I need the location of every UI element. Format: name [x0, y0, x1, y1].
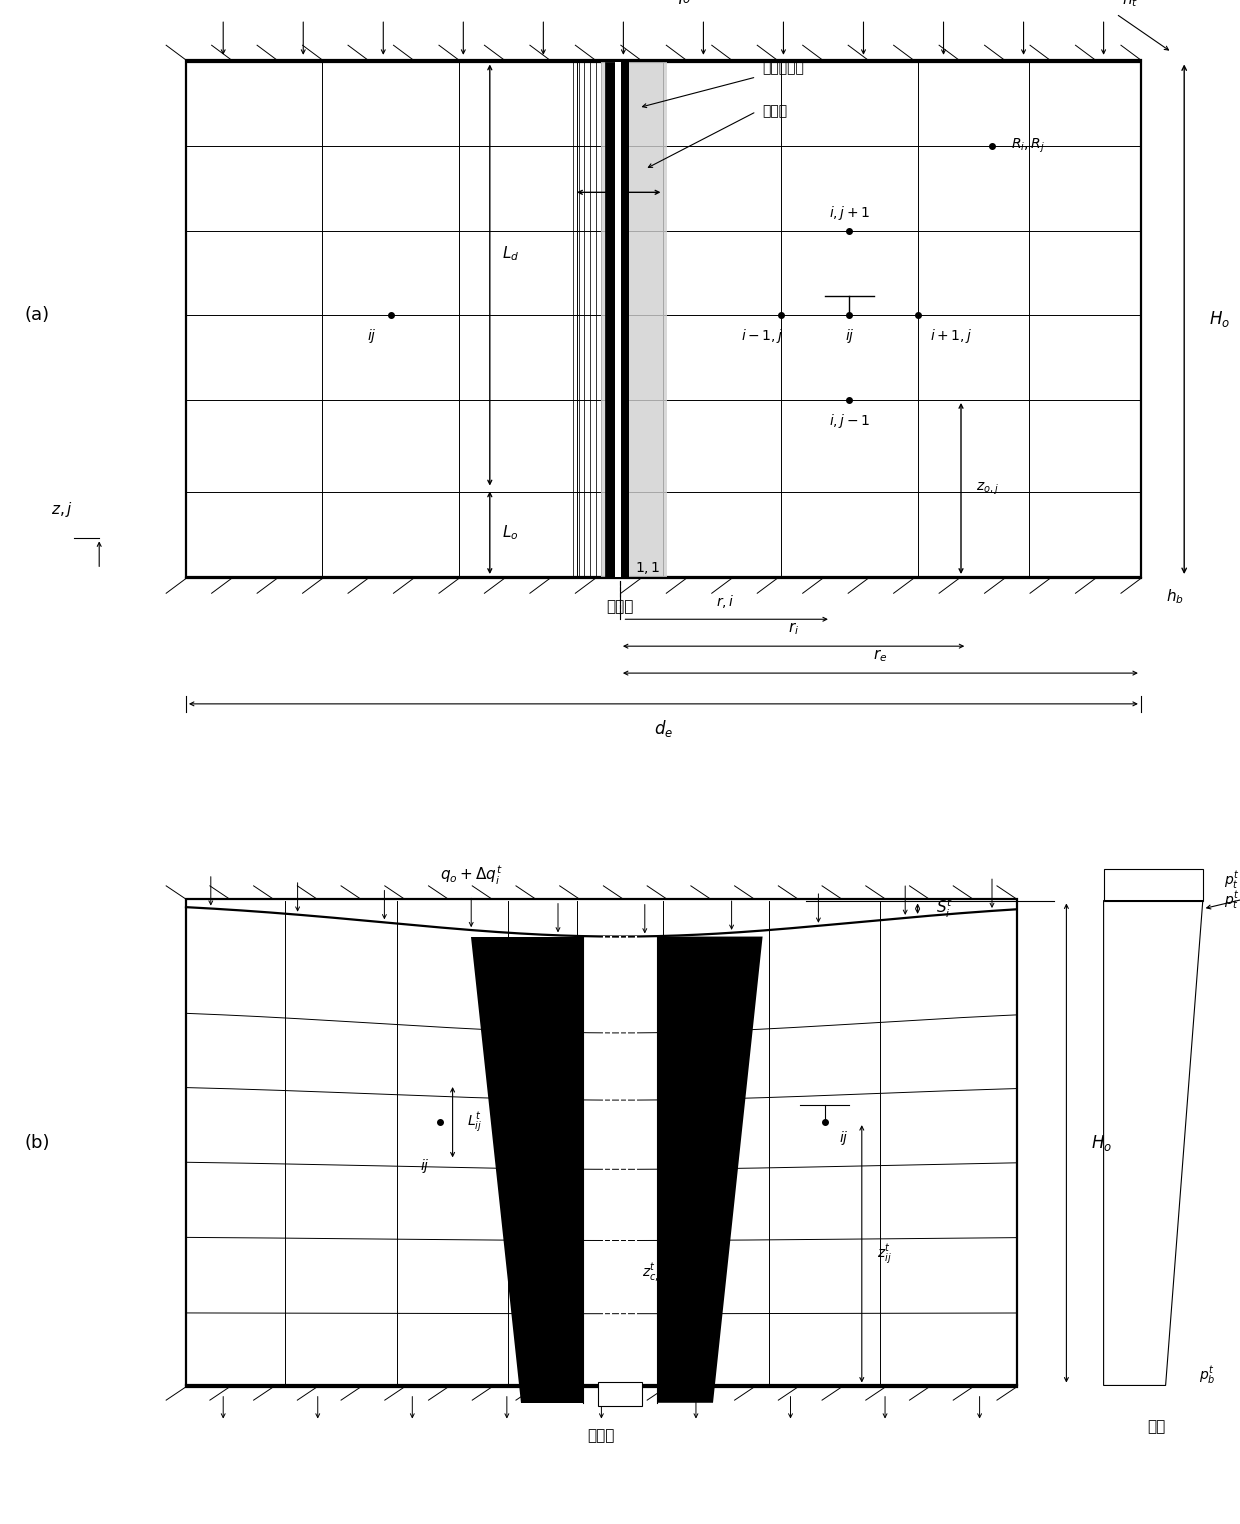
Text: $1,1$: $1,1$ — [635, 559, 661, 576]
Text: 真空: 真空 — [1147, 1419, 1166, 1434]
Text: $q_o$: $q_o$ — [672, 0, 692, 6]
Text: $r_i$: $r_i$ — [787, 620, 800, 637]
Text: $S_i^t$: $S_i^t$ — [936, 898, 954, 920]
Text: $r_e$: $r_e$ — [873, 648, 888, 664]
Bar — [186, 61, 1141, 578]
Text: $p_b^t$: $p_b^t$ — [1199, 1364, 1215, 1385]
Text: $ij$: $ij$ — [844, 328, 854, 344]
Bar — [615, 61, 621, 578]
Text: $q_o+\Delta q_i^t$: $q_o+\Delta q_i^t$ — [440, 864, 502, 887]
Text: $p_t^t$: $p_t^t$ — [1224, 869, 1240, 890]
Text: $z_{ij}^t$: $z_{ij}^t$ — [877, 1242, 892, 1265]
Text: 竖向排水板: 竖向排水板 — [763, 61, 805, 75]
Text: $\Delta r_i$: $\Delta r_i$ — [609, 160, 631, 178]
Text: $p_t^t$: $p_t^t$ — [1224, 890, 1240, 911]
Text: $i+1,j$: $i+1,j$ — [930, 328, 972, 344]
Text: $d_e$: $d_e$ — [653, 718, 673, 739]
Bar — [598, 1382, 642, 1407]
Text: $i,j-1$: $i,j-1$ — [828, 411, 870, 430]
Text: $i,j+1$: $i,j+1$ — [828, 204, 870, 221]
Text: $\Delta r_i$: $\Delta r_i$ — [532, 1015, 553, 1033]
Text: $h_b$: $h_b$ — [1166, 587, 1183, 605]
Text: $ij$: $ij$ — [839, 1129, 849, 1148]
Text: $L_d$: $L_d$ — [502, 244, 520, 264]
Bar — [621, 61, 629, 578]
Bar — [601, 61, 667, 578]
Text: $i-1,j$: $i-1,j$ — [742, 328, 784, 344]
Text: 基准面: 基准面 — [588, 1428, 615, 1443]
Text: 涂抹区: 涂抹区 — [763, 105, 787, 119]
Polygon shape — [471, 937, 583, 1402]
Bar — [1104, 869, 1203, 901]
Text: $L_o$: $L_o$ — [502, 523, 518, 543]
Text: $H_o$: $H_o$ — [1091, 1132, 1112, 1154]
Text: $R_i,R_j$: $R_i,R_j$ — [1011, 137, 1045, 155]
Text: $H_o$: $H_o$ — [1209, 309, 1230, 329]
Text: $ij$: $ij$ — [420, 1157, 430, 1175]
Text: $L_{ij}^{t}$: $L_{ij}^{t}$ — [467, 1111, 482, 1134]
Text: $z_{c,ij}^{t}$: $z_{c,ij}^{t}$ — [642, 1262, 667, 1285]
Text: $ij$: $ij$ — [367, 328, 377, 344]
Text: $z, j$: $z, j$ — [51, 500, 73, 520]
Polygon shape — [657, 937, 763, 1402]
Text: (a): (a) — [25, 306, 50, 325]
Text: 基准面: 基准面 — [606, 599, 634, 614]
Text: $r,i$: $r,i$ — [717, 593, 734, 610]
Bar — [605, 61, 615, 578]
Text: $h_t$: $h_t$ — [1122, 0, 1138, 9]
Text: (b): (b) — [25, 1134, 51, 1152]
Text: $z_{o,j}$: $z_{o,j}$ — [976, 480, 999, 497]
